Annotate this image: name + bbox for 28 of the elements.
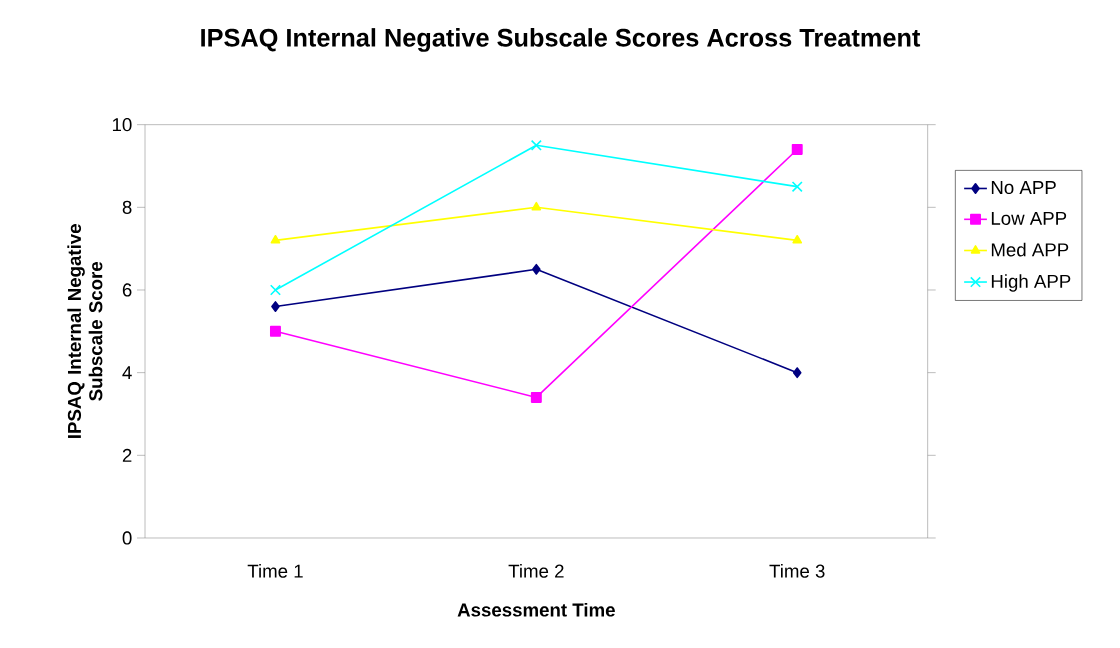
- y-tick-label: 8: [122, 200, 132, 214]
- legend-label: High APP: [991, 274, 1071, 292]
- point: [269, 284, 281, 296]
- x-tick-label: Time 1: [247, 564, 303, 578]
- point: [792, 367, 802, 379]
- chart-title: IPSAQ Internal Negative Subscale Scores Across Treatment: [201, 28, 921, 52]
- y-tick-label: 2: [122, 448, 132, 462]
- point: [270, 234, 281, 244]
- y-axis-title: IPSAQ Internal Negative Subscale Score: [67, 224, 103, 438]
- x-axis-title: Assessment Time: [457, 602, 615, 617]
- y-tick-label: 10: [112, 118, 132, 132]
- y-tick-label: 6: [122, 283, 132, 297]
- point: [792, 234, 803, 244]
- y-tick-label: 4: [122, 366, 132, 380]
- point: [271, 301, 280, 312]
- legend-label: Med APP: [991, 242, 1069, 257]
- point: [530, 391, 542, 403]
- point: [532, 263, 541, 275]
- point: [531, 201, 542, 211]
- x-tick-label: Time 3: [769, 564, 825, 578]
- point: [791, 181, 803, 193]
- legend-label: Low APP: [991, 211, 1067, 225]
- y-tick-label: 0: [122, 531, 132, 545]
- point: [791, 143, 803, 155]
- point: [269, 325, 281, 337]
- point: [530, 139, 542, 151]
- legend-label: No APP: [991, 181, 1056, 195]
- x-tick-label: Time 2: [508, 564, 564, 578]
